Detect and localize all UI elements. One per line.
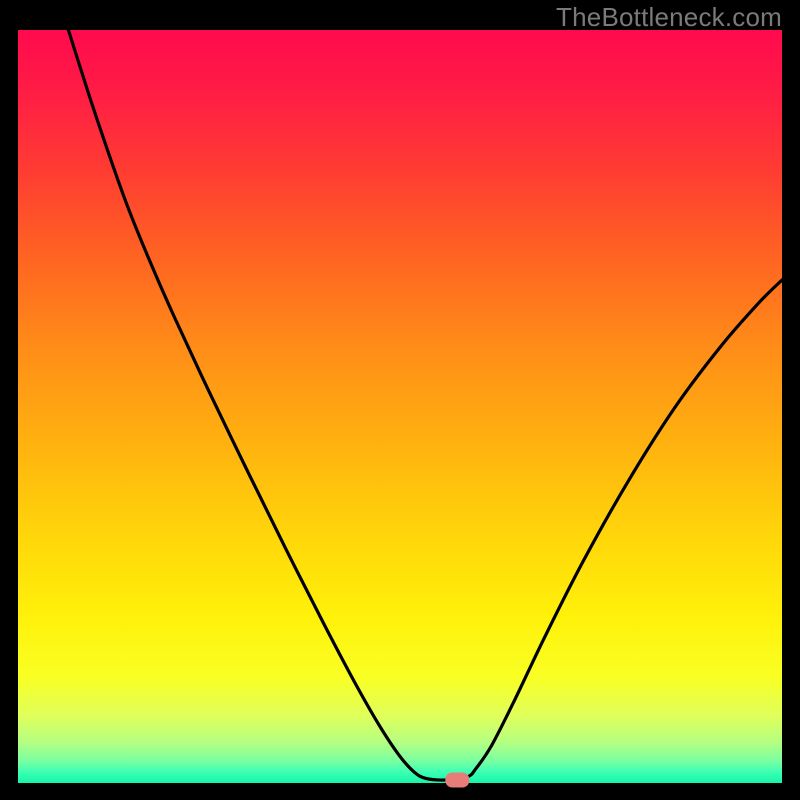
- chart-frame: TheBottleneck.com: [0, 0, 800, 800]
- bottleneck-chart: [0, 0, 800, 800]
- watermark-text: TheBottleneck.com: [556, 2, 782, 33]
